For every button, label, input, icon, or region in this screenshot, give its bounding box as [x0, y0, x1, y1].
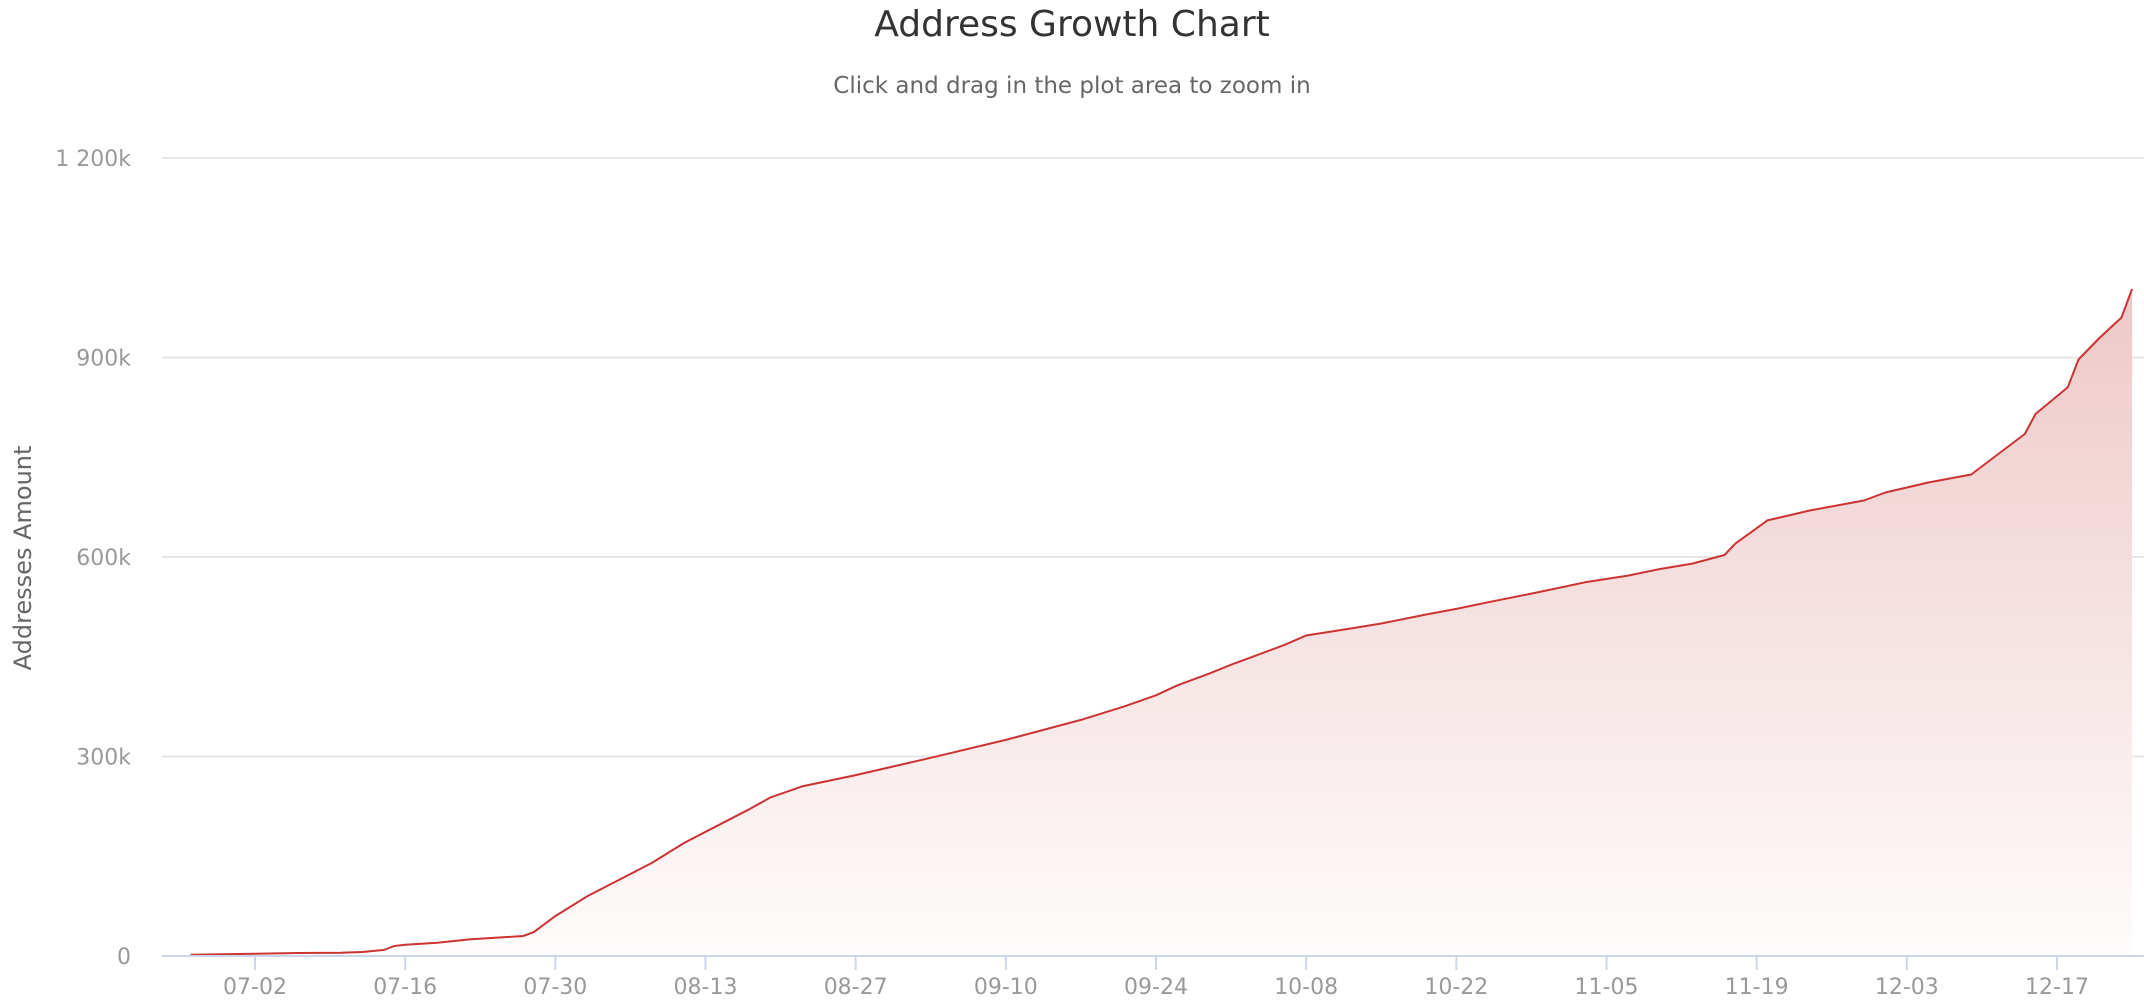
x-tick-label: 11-05: [1575, 975, 1639, 1000]
x-tick-label: 12-17: [2025, 975, 2089, 1000]
y-tick-label: 1 200k: [55, 147, 131, 172]
x-tick-label: 09-24: [1124, 975, 1188, 1000]
x-tick-label: 08-13: [674, 975, 738, 1000]
series-area-fill: [190, 289, 2133, 956]
x-tick-label: 12-03: [1875, 975, 1939, 1000]
chart-title: Address Growth Chart: [874, 4, 1270, 45]
y-axis-label: Addresses Amount: [9, 446, 37, 671]
x-axis: 07-02 07-16 07-30 08-13 08-27 09-10 09-24 10-08…: [162, 955, 2144, 1000]
x-tick-label: 08-27: [824, 975, 888, 1000]
x-tick-label: 07-02: [223, 975, 287, 1000]
chart-subtitle: Click and drag in the plot area to zoom …: [833, 73, 1310, 99]
x-tick-label: 09-10: [974, 975, 1038, 1000]
x-tick-label: 11-19: [1725, 975, 1789, 1000]
y-tick-label: 600k: [76, 546, 131, 571]
y-tick-labels: 0 300k 600k 900k 1 200k: [55, 147, 131, 970]
y-tick-label: 0: [117, 945, 131, 970]
x-tick-label: 10-08: [1274, 975, 1338, 1000]
plot-area[interactable]: [190, 288, 2134, 956]
x-tick-label: 07-16: [373, 975, 437, 1000]
x-tick-label: 07-30: [523, 975, 587, 1000]
y-tick-label: 300k: [76, 746, 131, 771]
series-line[interactable]: [190, 288, 2134, 956]
y-tick-label: 900k: [76, 347, 131, 372]
x-tick-label: 10-22: [1424, 975, 1488, 1000]
